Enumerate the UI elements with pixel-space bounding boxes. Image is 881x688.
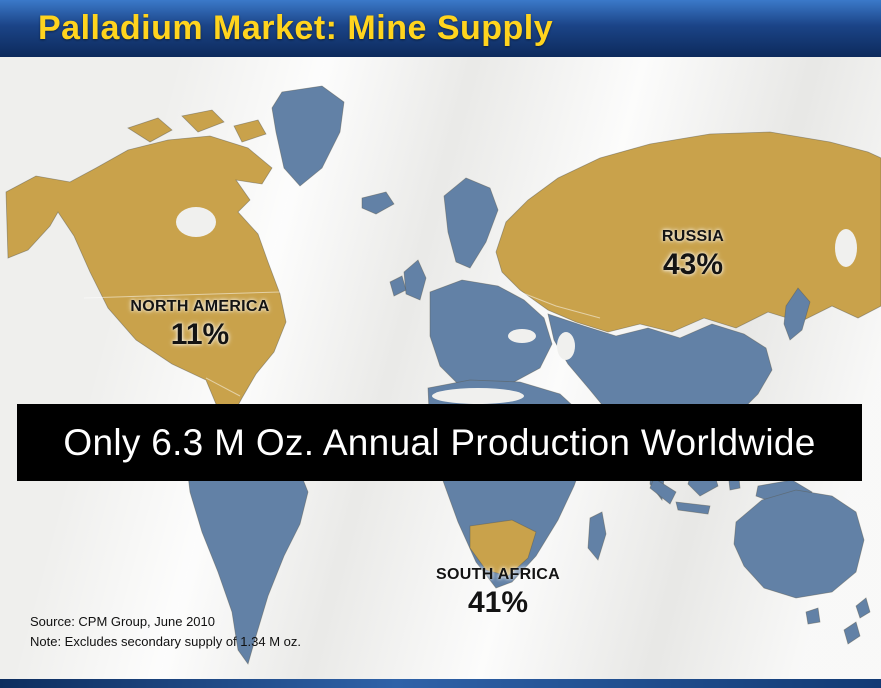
note-line: Note: Excludes secondary supply of 1.34 … [30, 634, 301, 650]
region-name: SOUTH AFRICA [436, 566, 560, 583]
russia-landmass [495, 131, 881, 333]
source-line: Source: CPM Group, June 2010 [30, 614, 215, 629]
caspian-sea [557, 332, 575, 360]
arctic-island [181, 109, 225, 133]
arctic-island [233, 119, 267, 143]
production-banner: Only 6.3 M Oz. Annual Production Worldwi… [17, 404, 862, 481]
britain-landmass [403, 259, 427, 301]
hudson-bay [176, 207, 216, 237]
region-label-south-africa: SOUTH AFRICA 41% [408, 566, 588, 620]
russia-kazakhstan-border [519, 291, 601, 319]
sumatra-island [649, 477, 677, 505]
south-africa-landmass [469, 519, 537, 577]
new-zealand-north [855, 597, 871, 619]
ireland-landmass [389, 275, 407, 297]
region-label-north-america: NORTH AMERICA 11% [110, 298, 290, 352]
australia-landmass [733, 489, 865, 599]
japan-landmass [783, 287, 811, 341]
tasmania-island [805, 607, 821, 625]
region-value: 11% [170, 318, 230, 351]
madagascar-landmass [587, 511, 607, 561]
region-name: RUSSIA [661, 228, 725, 245]
us-canada-border [83, 291, 281, 299]
source-note: Source: CPM Group, June 2010 Note: Exclu… [30, 612, 301, 652]
bottom-accent-bar [0, 679, 881, 688]
greenland-landmass [271, 85, 345, 187]
slide-title: Palladium Market: Mine Supply [38, 9, 554, 47]
title-bar: Palladium Market: Mine Supply [0, 0, 881, 57]
new-zealand-south [843, 621, 861, 645]
europe-landmass [429, 279, 553, 391]
north-america-landmass [5, 135, 287, 421]
production-banner-text: Only 6.3 M Oz. Annual Production Worldwi… [63, 421, 816, 463]
iceland-landmass [361, 191, 395, 215]
region-value: 43% [662, 248, 724, 281]
region-label-russia: RUSSIA 43% [608, 228, 778, 282]
region-name: NORTH AMERICA [130, 298, 270, 315]
black-sea [508, 329, 536, 343]
arctic-island [127, 117, 173, 143]
scandinavia-landmass [443, 177, 499, 269]
us-mexico-border [205, 377, 241, 397]
java-island [675, 501, 711, 515]
mediterranean-sea [432, 388, 524, 404]
region-value: 41% [467, 586, 529, 619]
sea-of-okhotsk [835, 229, 857, 267]
